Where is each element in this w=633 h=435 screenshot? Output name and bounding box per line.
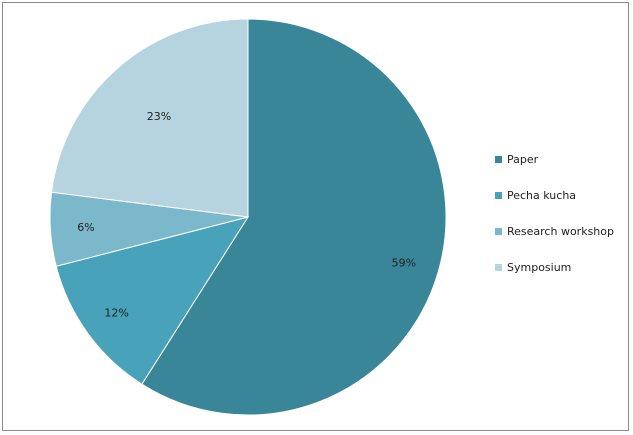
pie-slice-pecha-kucha [55,216,250,385]
slice-label-paper: 59% [392,256,416,269]
pie-slice-symposium [51,18,249,218]
legend-label-pecha-kucha: Pecha kucha [507,188,577,202]
legend-label-research-workshop: Research workshop [507,224,614,238]
legend-label-paper: Paper [507,152,539,166]
legend-item-research-workshop: Research workshop [495,222,614,240]
legend-item-pecha-kucha: Pecha kucha [495,186,614,204]
legend-swatch-research-workshop [495,227,502,235]
legend-swatch-symposium [495,263,502,271]
legend-item-symposium: Symposium [495,258,614,276]
legend: Paper Pecha kucha Research workshop Symp… [495,150,614,294]
slice-label-pecha-kucha: 12% [104,306,128,319]
pie-slice-paper [141,18,447,416]
legend-label-symposium: Symposium [507,260,572,274]
legend-swatch-pecha-kucha [495,191,502,199]
legend-swatch-paper [495,155,502,163]
slice-label-research-workshop: 6% [77,221,94,234]
slice-label-symposium: 23% [147,110,171,123]
legend-item-paper: Paper [495,150,614,168]
